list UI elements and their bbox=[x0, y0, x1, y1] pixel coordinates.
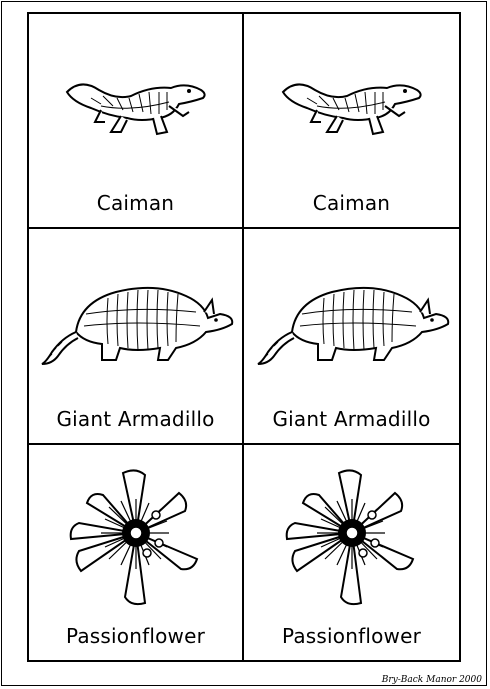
passionflower-illustration bbox=[244, 463, 459, 613]
passionflower-illustration bbox=[29, 463, 242, 613]
card-grid: Caiman Caiman bbox=[27, 12, 461, 662]
caiman-illustration bbox=[244, 32, 459, 182]
armadillo-illustration bbox=[244, 247, 459, 397]
card-giant-armadillo: Giant Armadillo bbox=[29, 229, 244, 445]
card-label-giant-armadillo: Giant Armadillo bbox=[272, 406, 431, 431]
card-giant-armadillo: Giant Armadillo bbox=[244, 229, 459, 445]
card-caiman: Caiman bbox=[29, 14, 244, 230]
armadillo-illustration bbox=[29, 247, 242, 397]
card-label-caiman: Caiman bbox=[312, 191, 391, 216]
credit-text: Bry-Back Manor 2000 bbox=[381, 675, 482, 685]
card-label-passionflower: Passionflower bbox=[281, 623, 422, 648]
card-passionflower: Passionflower bbox=[29, 444, 244, 660]
card-label-passionflower: Passionflower bbox=[65, 623, 206, 648]
card-label-giant-armadillo: Giant Armadillo bbox=[56, 406, 215, 431]
caiman-illustration bbox=[29, 32, 242, 182]
card-label-caiman: Caiman bbox=[96, 191, 175, 216]
card-caiman: Caiman bbox=[244, 14, 459, 230]
card-passionflower: Passionflower bbox=[244, 445, 459, 660]
